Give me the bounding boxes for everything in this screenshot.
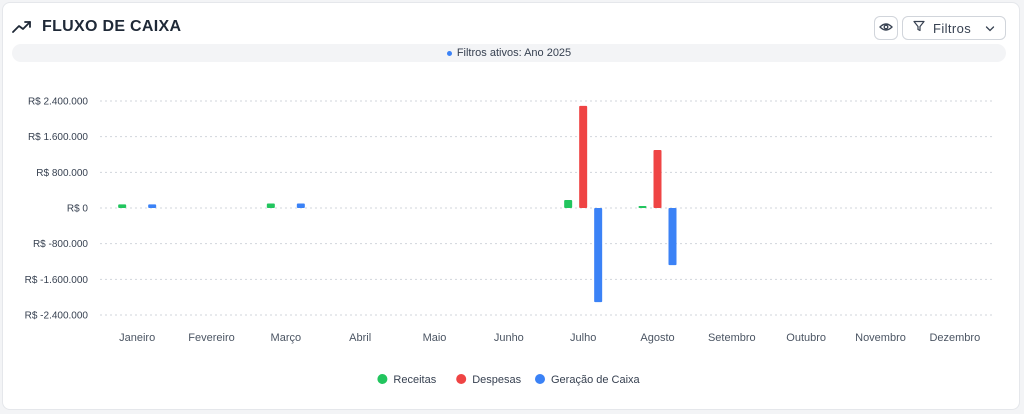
bar-despesas[interactable]	[579, 105, 588, 208]
bar-receitas[interactable]	[638, 206, 647, 208]
bar-despesas[interactable]	[653, 150, 662, 208]
y-tick-label: R$ 1.600.000	[28, 132, 88, 143]
cash-flow-card	[2, 2, 1020, 410]
active-filters-text: Filtros ativos: Ano 2025	[456, 47, 572, 59]
x-tick-label: Dezembro	[929, 332, 980, 344]
bar-gera-o-de-caixa[interactable]	[668, 208, 677, 266]
x-tick-label: Janeiro	[119, 332, 155, 344]
x-tick-label: Junho	[494, 332, 524, 344]
trending-up-icon	[12, 19, 32, 35]
bar-gera-o-de-caixa[interactable]	[594, 208, 603, 303]
active-filters-bar: Filtros ativos: Ano 2025	[12, 44, 1006, 62]
y-tick-label: R$ 0	[67, 204, 89, 215]
x-tick-label: Outubro	[786, 332, 826, 344]
legend-label[interactable]: Receitas	[393, 374, 436, 386]
x-axis: Janeiro Fevereiro Março Abril Maio Junho Julho…	[119, 332, 980, 344]
y-tick-label: R$ 2.400.000	[28, 97, 88, 108]
y-tick-label: R$ 800.000	[36, 168, 88, 179]
y-tick-label: R$ -800.000	[33, 239, 88, 250]
legend-marker	[535, 374, 545, 384]
filter-icon	[913, 19, 925, 37]
x-tick-label: Novembro	[855, 332, 906, 344]
legend-label[interactable]: Despesas	[472, 374, 521, 386]
chart-legend: Receitas Despesas Geração de Caixa	[377, 374, 641, 386]
legend-marker	[456, 374, 467, 384]
x-tick-label: Setembro	[708, 332, 756, 344]
filters-button[interactable]: Filtros	[902, 16, 1006, 40]
bar-gera-o-de-caixa[interactable]	[296, 203, 305, 208]
chevron-down-icon	[985, 19, 995, 37]
legend-marker	[377, 374, 388, 384]
active-filter-dot	[446, 50, 452, 56]
filters-label: Filtros	[933, 20, 972, 36]
x-tick-label: Abril	[349, 332, 371, 344]
chart-grid	[100, 100, 992, 316]
card-header: FLUXO DE CAIXA	[12, 18, 181, 36]
eye-icon	[879, 19, 893, 37]
y-tick-label: R$ -1.600.000	[25, 275, 89, 286]
bar-receitas[interactable]	[118, 204, 127, 208]
x-tick-label: Agosto	[640, 332, 674, 344]
chart-bars	[118, 105, 677, 303]
legend-label[interactable]: Geração de Caixa	[551, 374, 641, 386]
x-tick-label: Julho	[570, 332, 596, 344]
visibility-button[interactable]	[874, 16, 898, 40]
bar-receitas[interactable]	[564, 199, 573, 208]
bar-gera-o-de-caixa[interactable]	[148, 204, 157, 208]
x-tick-label: Março	[271, 332, 302, 344]
page-title: FLUXO DE CAIXA	[42, 18, 182, 35]
x-tick-label: Maio	[423, 332, 447, 344]
y-axis: R$ 2.400.000 R$ 1.600.000 R$ 800.000 R$ 0 R$…	[25, 97, 89, 322]
y-tick-label: R$ -2.400.000	[25, 311, 89, 322]
x-tick-label: Fevereiro	[188, 332, 234, 344]
bar-receitas[interactable]	[266, 203, 275, 208]
